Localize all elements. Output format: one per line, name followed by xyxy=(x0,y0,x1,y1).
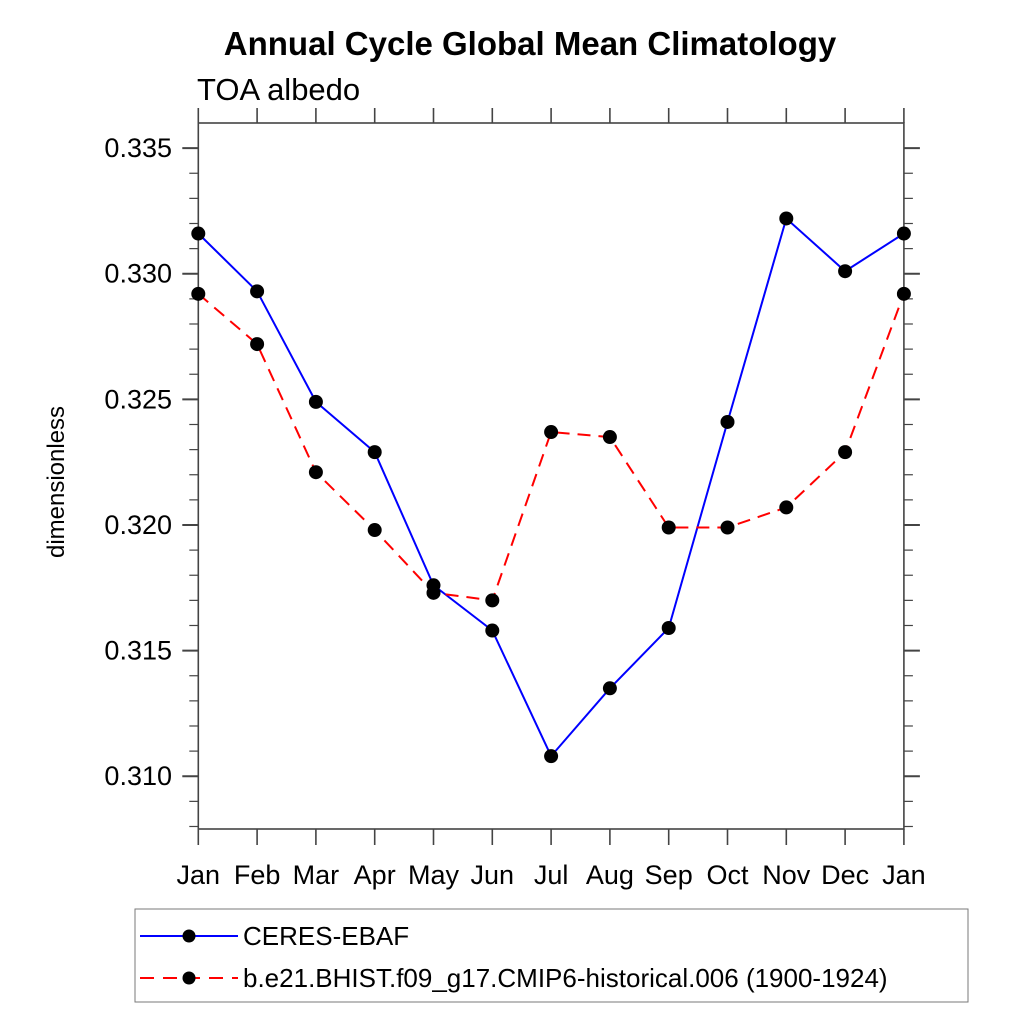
y-tick-label: 0.320 xyxy=(104,510,172,540)
legend-sample-marker xyxy=(182,929,196,943)
legend-label-ceres-ebaf: CERES-EBAF xyxy=(243,921,409,951)
data-point xyxy=(367,445,382,460)
data-point xyxy=(191,286,206,301)
x-tick-label: Sep xyxy=(645,860,693,890)
data-point xyxy=(720,414,735,429)
axes: 0.310 0.315 0.320 0.325 0.330 0.335 Jan Feb Mar A… xyxy=(104,108,926,890)
y-axis-label: dimensionless xyxy=(43,406,70,558)
y-tick-label: 0.315 xyxy=(104,636,172,666)
legend-label-model: b.e21.BHIST.f09_g17.CMIP6-historical.006… xyxy=(243,963,888,993)
x-tick-label: Aug xyxy=(586,860,634,890)
x-tick-label: Oct xyxy=(706,860,749,890)
legend-box xyxy=(134,908,969,1003)
data-point xyxy=(308,394,323,409)
data-point xyxy=(779,211,794,226)
x-tick-label: Jun xyxy=(471,860,515,890)
data-point xyxy=(250,337,265,352)
series-lines xyxy=(197,216,905,758)
series-line-0 xyxy=(197,216,905,758)
x-tick-label: Mar xyxy=(293,860,340,890)
data-point xyxy=(250,284,265,299)
data-point xyxy=(544,425,559,440)
x-tick-label: Feb xyxy=(234,860,281,890)
x-tick-label: Apr xyxy=(354,860,396,890)
x-tick-label: Jul xyxy=(534,860,569,890)
legend: CERES-EBAF b.e21.BHIST.f09_g17.CMIP6-his… xyxy=(134,908,969,1003)
legend-samples xyxy=(140,929,238,985)
data-point xyxy=(602,681,617,696)
chart-subtitle: TOA albedo xyxy=(197,72,360,107)
data-point xyxy=(308,465,323,480)
data-point xyxy=(485,593,500,608)
series-markers xyxy=(191,211,911,764)
chart-title: Annual Cycle Global Mean Climatology xyxy=(224,25,837,62)
x-tick-label: Jan xyxy=(882,860,926,890)
data-point xyxy=(426,585,441,600)
data-point xyxy=(367,523,382,538)
y-tick-label: 0.330 xyxy=(104,259,172,289)
data-point xyxy=(544,749,559,764)
data-point xyxy=(485,623,500,638)
x-tick-label: Jan xyxy=(177,860,221,890)
x-tick-label: Nov xyxy=(762,860,811,890)
series-line-1 xyxy=(197,293,905,602)
legend-sample-marker xyxy=(182,971,196,985)
data-point xyxy=(720,520,735,535)
data-point xyxy=(896,226,911,241)
data-point xyxy=(602,430,617,445)
data-point xyxy=(191,226,206,241)
x-tick-label: May xyxy=(408,860,460,890)
y-tick-label: 0.325 xyxy=(104,384,172,414)
data-point xyxy=(661,520,676,535)
y-tick-label: 0.310 xyxy=(104,761,172,791)
data-point xyxy=(779,500,794,515)
x-tick-label: Dec xyxy=(821,860,869,890)
data-point xyxy=(838,264,853,279)
data-point xyxy=(896,286,911,301)
y-tick-label: 0.335 xyxy=(104,133,172,163)
data-point xyxy=(661,621,676,636)
data-point xyxy=(838,445,853,460)
